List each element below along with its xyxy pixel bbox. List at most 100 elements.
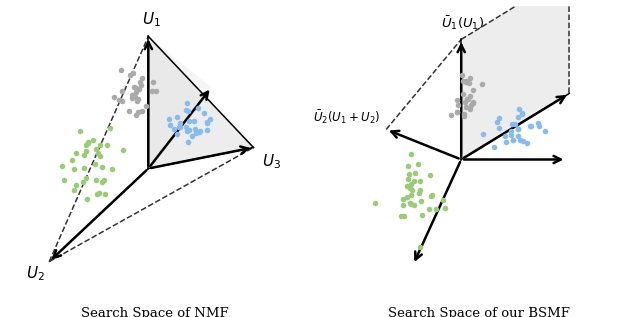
Point: [94, 191, 104, 196]
Point: [136, 109, 147, 114]
Point: [477, 131, 488, 136]
Point: [59, 177, 69, 182]
Point: [79, 165, 89, 170]
Point: [184, 118, 195, 123]
Point: [438, 197, 448, 202]
Point: [83, 140, 93, 145]
Point: [189, 119, 199, 124]
Point: [57, 163, 67, 168]
Point: [513, 115, 524, 120]
Point: [452, 109, 463, 114]
Point: [477, 81, 487, 86]
Point: [100, 192, 110, 197]
Point: [466, 102, 476, 107]
Point: [95, 143, 106, 148]
Point: [524, 124, 534, 129]
Point: [67, 158, 77, 163]
Point: [410, 170, 420, 175]
Point: [414, 191, 424, 196]
Point: [425, 173, 435, 178]
Point: [517, 111, 527, 116]
Point: [515, 138, 525, 143]
Text: $U_2$: $U_2$: [26, 265, 45, 283]
Point: [109, 94, 119, 99]
Point: [190, 127, 200, 132]
Point: [137, 75, 147, 81]
Point: [131, 113, 141, 118]
Point: [427, 192, 437, 197]
Point: [83, 140, 93, 145]
Point: [202, 120, 212, 125]
Polygon shape: [461, 0, 570, 159]
Point: [452, 110, 463, 115]
Point: [127, 71, 138, 76]
Point: [117, 99, 127, 104]
Point: [125, 72, 135, 77]
Point: [525, 124, 536, 129]
Point: [409, 203, 419, 208]
Point: [173, 125, 184, 130]
Point: [461, 79, 472, 84]
Point: [129, 93, 139, 98]
Point: [95, 153, 106, 158]
Point: [513, 133, 523, 139]
Point: [132, 99, 142, 104]
Point: [465, 94, 476, 99]
Point: [458, 78, 468, 83]
Point: [127, 92, 138, 97]
Point: [417, 213, 427, 218]
Point: [461, 104, 471, 109]
Point: [453, 102, 463, 107]
Text: $U_1$: $U_1$: [142, 10, 161, 29]
Point: [403, 164, 413, 169]
Point: [193, 106, 203, 111]
Point: [184, 127, 195, 132]
Point: [490, 145, 500, 150]
Point: [396, 214, 406, 219]
Point: [413, 162, 423, 167]
Point: [509, 122, 520, 127]
Point: [513, 126, 523, 131]
Point: [533, 120, 543, 126]
Point: [399, 213, 409, 218]
Point: [117, 88, 127, 93]
Point: [406, 181, 417, 186]
Point: [134, 87, 144, 92]
Point: [494, 115, 504, 120]
Point: [522, 140, 532, 146]
Point: [398, 202, 408, 207]
Point: [204, 117, 214, 122]
Point: [172, 115, 182, 120]
Text: Search Space of NMF: Search Space of NMF: [81, 307, 228, 317]
Point: [402, 183, 412, 188]
Point: [440, 205, 450, 210]
Point: [148, 80, 158, 85]
Point: [183, 139, 193, 144]
Point: [124, 108, 134, 113]
Point: [202, 120, 212, 125]
Point: [406, 192, 416, 197]
Point: [409, 179, 419, 184]
Point: [506, 128, 516, 133]
Point: [416, 198, 426, 203]
Point: [92, 191, 102, 197]
Point: [186, 133, 196, 138]
Point: [114, 98, 124, 103]
Point: [540, 129, 550, 134]
Point: [195, 129, 205, 134]
Point: [460, 112, 470, 117]
Point: [105, 125, 115, 130]
Point: [75, 128, 85, 133]
Point: [68, 167, 79, 172]
Point: [492, 119, 502, 124]
Point: [460, 99, 470, 104]
Point: [402, 194, 412, 199]
Point: [97, 164, 108, 169]
Point: [118, 148, 128, 153]
Point: [132, 96, 143, 101]
Text: Search Space of our BSMF: Search Space of our BSMF: [388, 307, 570, 317]
Point: [136, 82, 147, 87]
Point: [131, 90, 141, 95]
Point: [68, 187, 79, 192]
Point: [457, 72, 467, 77]
